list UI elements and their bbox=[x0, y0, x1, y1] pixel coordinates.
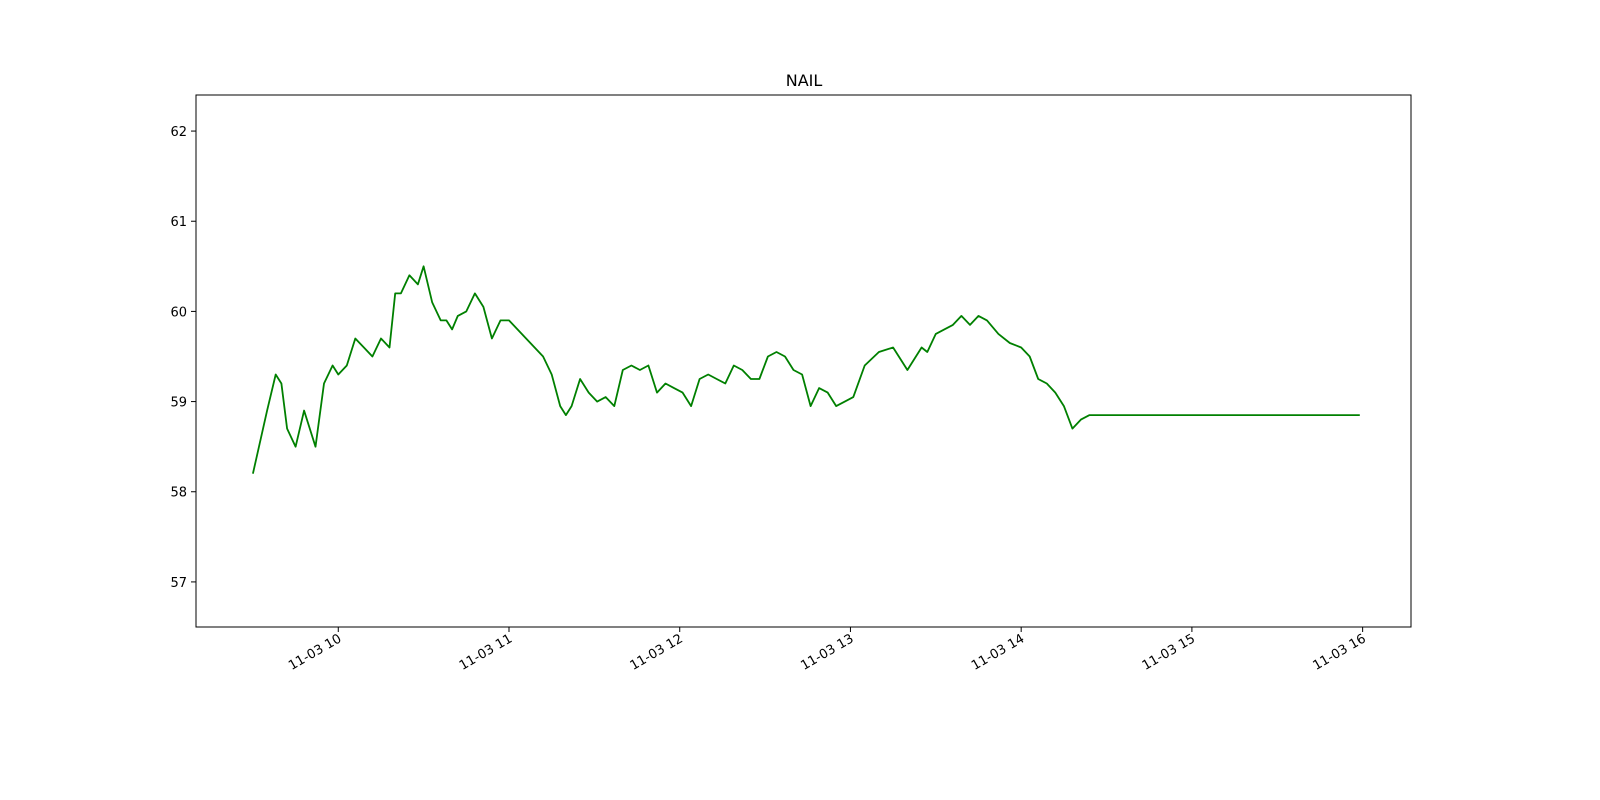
x-tick-label: 11-03 10 bbox=[286, 631, 344, 673]
y-tick-label: 62 bbox=[170, 125, 187, 140]
x-tick-label: 11-03 16 bbox=[1311, 631, 1369, 673]
x-tick-label: 11-03 12 bbox=[628, 631, 686, 673]
x-tick-label: 11-03 14 bbox=[969, 631, 1027, 673]
y-tick-label: 61 bbox=[170, 215, 187, 230]
y-tick-label: 57 bbox=[170, 576, 187, 591]
x-tick-label: 11-03 11 bbox=[457, 631, 515, 673]
x-axis: 11-03 10 11-03 11 11-03 12 11-03 13 11-03 14… bbox=[286, 627, 1369, 674]
chart-title: NAIL bbox=[786, 71, 823, 90]
y-tick-label: 59 bbox=[170, 396, 187, 411]
x-tick-label: 11-03 15 bbox=[1140, 631, 1198, 673]
y-axis: 57 58 59 60 61 62 bbox=[170, 125, 196, 591]
x-tick-label: 11-03 13 bbox=[798, 631, 856, 673]
y-tick-label: 60 bbox=[170, 305, 187, 320]
price-series-line bbox=[252, 265, 1360, 474]
y-tick-label: 58 bbox=[170, 486, 187, 501]
plot-area-frame bbox=[195, 94, 1412, 628]
